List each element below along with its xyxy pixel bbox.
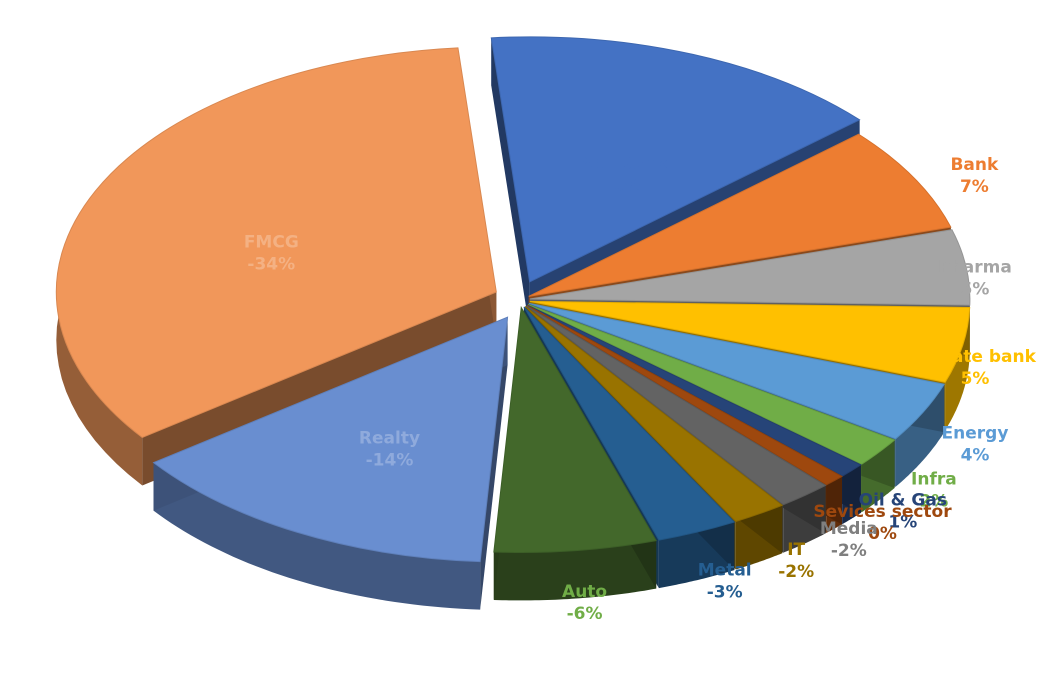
label-name-realty: Realty <box>359 428 420 448</box>
label-auto: Auto -6% <box>562 582 607 624</box>
label-value-private-bank: 5% <box>961 369 990 389</box>
slice-labels: PSU Bank 15%Bank 7%Pharma 5%Private bank 5%E… <box>244 154 1037 624</box>
slice-face-realty <box>480 317 508 610</box>
slice-top-sevices-sector <box>526 304 843 486</box>
slice-top-fmcg <box>55 47 497 439</box>
slice-top-pharma <box>529 229 971 306</box>
label-value-it: -2% <box>778 562 814 582</box>
label-name-sevices-sector: Sevices sector <box>813 502 952 522</box>
label-infra: Infra 2% <box>911 470 957 512</box>
label-sevices-sector: Sevices sector 0% <box>813 502 952 544</box>
label-name-bank: Bank <box>950 155 999 175</box>
label-energy: Energy 4% <box>942 424 1009 466</box>
label-value-sevices-sector: 0% <box>868 524 897 544</box>
label-name-media: Media <box>820 519 878 539</box>
label-name-auto: Auto <box>562 582 607 602</box>
label-name-private-bank: Private bank <box>914 347 1037 367</box>
label-value-fmcg: -34% <box>247 255 295 275</box>
label-oil-gas: Oil & Gas 1% <box>859 490 947 532</box>
slice-side-auto <box>493 540 657 601</box>
label-name-infra: Infra <box>911 470 957 490</box>
slice-top-it <box>524 305 784 523</box>
slice-top-media <box>526 305 827 506</box>
label-realty: Realty -14% <box>359 428 420 470</box>
label-name-it: IT <box>787 540 805 560</box>
slice-top-energy <box>528 302 946 440</box>
label-psu-bank: PSU Bank 15% <box>575 154 668 196</box>
label-value-oil-gas: 1% <box>888 512 917 532</box>
slice-face-psu-bank <box>491 37 530 330</box>
label-value-psu-bank: 15% <box>601 176 642 196</box>
label-name-psu-bank: PSU Bank <box>575 154 668 174</box>
slice-top-private-bank <box>529 300 971 383</box>
label-name-metal: Metal <box>698 561 752 581</box>
slice-top-infra <box>527 304 896 465</box>
label-value-media: -2% <box>831 541 867 561</box>
label-metal: Metal -3% <box>698 561 752 603</box>
slice-top-psu-bank <box>490 36 861 283</box>
label-name-oil-gas: Oil & Gas <box>859 490 947 510</box>
label-value-bank: 7% <box>960 177 989 197</box>
label-media: Media -2% <box>820 519 878 561</box>
label-value-metal: -3% <box>707 583 743 603</box>
label-fmcg: FMCG -34% <box>244 233 299 275</box>
slice-top-auto <box>493 305 657 553</box>
slice-side-realty <box>153 462 481 610</box>
label-name-energy: Energy <box>942 424 1009 444</box>
pie-slices <box>55 36 971 610</box>
label-bank: Bank 7% <box>950 155 999 197</box>
slice-top-realty <box>152 316 509 563</box>
label-value-auto: -6% <box>567 604 603 624</box>
slice-top-bank <box>528 133 952 297</box>
label-private-bank: Private bank 5% <box>914 347 1037 389</box>
label-it: IT -2% <box>778 540 814 582</box>
slice-side-private-bank <box>945 307 970 431</box>
label-value-energy: 4% <box>961 446 990 466</box>
label-name-fmcg: FMCG <box>244 233 299 253</box>
slice-realty <box>152 316 509 610</box>
label-value-realty: -14% <box>366 450 414 470</box>
slice-auto <box>493 305 657 601</box>
label-pharma: Pharma 5% <box>938 257 1012 299</box>
label-name-pharma: Pharma <box>938 257 1012 277</box>
label-value-pharma: 5% <box>961 279 990 299</box>
label-value-infra: 2% <box>919 492 948 512</box>
slice-top-metal <box>523 306 736 541</box>
